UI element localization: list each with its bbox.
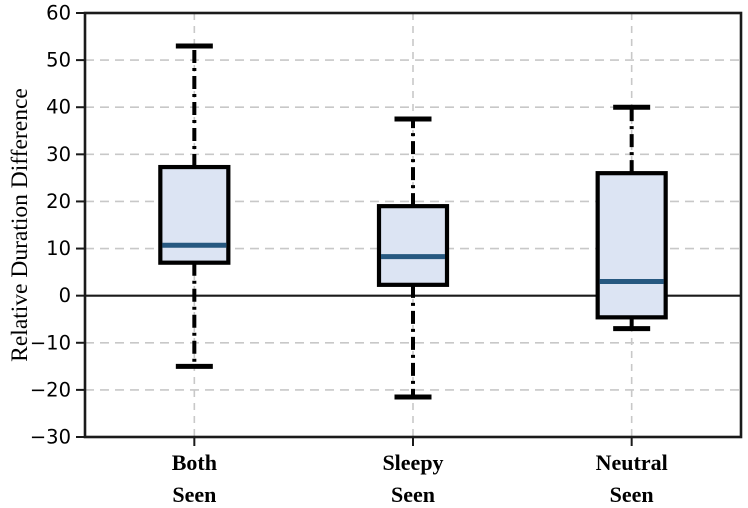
x-tick-label: Seen — [610, 482, 654, 507]
x-tick-label: Seen — [391, 482, 435, 507]
y-tick-label: 60 — [46, 2, 71, 25]
y-tick-label: 10 — [46, 237, 71, 260]
x-tick-label: Seen — [172, 482, 216, 507]
x-tick-label: Neutral — [596, 450, 668, 475]
box — [158, 164, 231, 265]
x-tick-label: Sleepy — [382, 450, 443, 475]
box-group — [158, 43, 231, 369]
y-tick-label: 50 — [46, 49, 71, 72]
y-tick-label: −30 — [30, 426, 71, 449]
y-tick-label: −10 — [30, 331, 71, 354]
x-tick-label: Both — [172, 450, 217, 475]
y-axis-label: Relative Duration Difference — [7, 88, 33, 362]
y-tick-label: 0 — [59, 284, 71, 307]
box — [595, 171, 668, 320]
y-tick-label: 20 — [46, 190, 71, 213]
box-group — [595, 104, 668, 332]
y-tick-label: −20 — [30, 378, 71, 401]
y-tick-label: 30 — [46, 143, 71, 166]
box — [376, 204, 450, 287]
y-tick-label: 40 — [46, 96, 71, 119]
box-group — [376, 116, 450, 400]
